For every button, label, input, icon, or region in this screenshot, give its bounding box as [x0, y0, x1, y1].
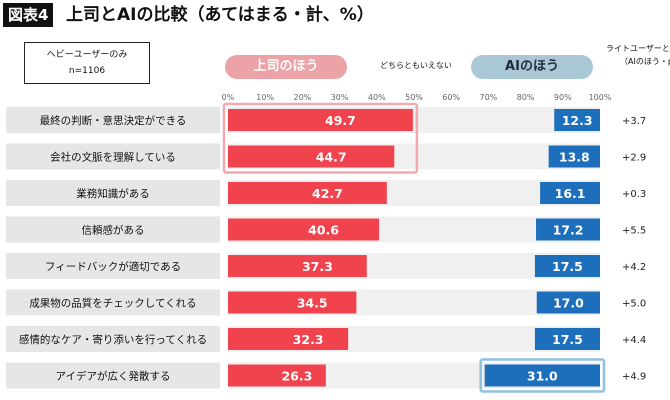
- category-label: 成果物の品質をチェックしてくれる: [29, 297, 196, 310]
- boss-bar: [228, 364, 326, 387]
- x-tick-label: 80%: [517, 93, 535, 102]
- x-tick-label: 20%: [294, 93, 312, 102]
- diff-value-label: +4.2: [622, 262, 646, 273]
- boss-bar: [228, 109, 413, 131]
- diff-value-label: +2.9: [622, 153, 646, 164]
- boss-bar: [228, 182, 387, 204]
- x-tick-label: 90%: [554, 93, 572, 102]
- sample-size-label: n=1106: [68, 66, 106, 76]
- boss-value-label: 40.6: [308, 223, 339, 238]
- ai-bar: [536, 291, 600, 314]
- boss-value-label: 26.3: [281, 369, 312, 384]
- category-label: フィードバックが適切である: [45, 260, 181, 273]
- x-tick-label: 10%: [256, 93, 274, 102]
- ai-value-label: 17.2: [553, 223, 584, 238]
- ai-bar: [536, 218, 600, 241]
- ai-highlight-box: [479, 358, 606, 393]
- category-label: 会社の文脈を理解している: [50, 151, 176, 164]
- ai-bar: [540, 182, 600, 204]
- boss-value-label: 37.3: [302, 259, 333, 274]
- figure-number-badge: 図表4: [3, 3, 54, 27]
- boss-bar: [228, 291, 357, 314]
- category-label-bg: [6, 107, 220, 133]
- sample-group-label: ヘビーユーザーのみ: [46, 50, 128, 60]
- x-tick-label: 40%: [368, 93, 386, 102]
- diff-header-line2: （AIのほう・pt）: [620, 57, 670, 66]
- ai-value-label: 31.0: [527, 369, 558, 384]
- diff-header-line1: ライトユーザーとの差: [606, 44, 670, 53]
- category-label-bg: [6, 180, 220, 206]
- diff-value-label: +3.7: [622, 116, 646, 127]
- ai-bar: [534, 328, 600, 350]
- diff-column-header: ライトユーザーとの差 （AIのほう・pt）: [606, 42, 670, 68]
- diff-value-label: +4.9: [622, 372, 646, 383]
- legend-neutral-label: どちらともいえない: [380, 61, 452, 70]
- legend-boss-pill: 上司のほう: [225, 55, 347, 79]
- boss-bar: [228, 255, 367, 277]
- boss-value-label: 34.5: [297, 296, 328, 311]
- boss-value-label: 49.7: [325, 113, 356, 128]
- diff-value-label: +5.0: [622, 299, 646, 310]
- category-label-bg: [6, 289, 220, 316]
- diff-value-label: +4.4: [622, 335, 646, 346]
- boss-value-label: 32.3: [293, 332, 324, 347]
- ai-bar: [484, 364, 600, 387]
- x-tick-label: 100%: [589, 93, 612, 102]
- figure-title: 上司とAIの比較（あてはまる・計、%）: [66, 5, 374, 25]
- category-label-bg: [6, 253, 220, 279]
- ai-value-label: 17.5: [552, 259, 583, 274]
- category-label-bg: [6, 143, 220, 170]
- ai-value-label: 13.8: [559, 150, 590, 165]
- category-label-bg: [6, 362, 220, 389]
- x-tick-label: 50%: [405, 93, 423, 102]
- boss-bar: [228, 145, 395, 168]
- category-label: アイデアが広く発散する: [56, 370, 171, 383]
- sample-info-box: ヘビーユーザーのみ n=1106: [24, 42, 150, 84]
- diff-value-label: +5.5: [622, 226, 646, 237]
- x-tick-label: 30%: [331, 93, 349, 102]
- boss-bar: [228, 328, 349, 350]
- category-label: 最終の判断・意思決定ができる: [40, 114, 187, 127]
- boss-value-label: 42.7: [312, 186, 343, 201]
- ai-bar: [554, 109, 600, 131]
- ai-value-label: 17.0: [553, 296, 584, 311]
- category-label-bg: [6, 326, 220, 352]
- boss-value-label: 44.7: [316, 150, 347, 165]
- x-tick-label: 70%: [480, 93, 498, 102]
- ai-value-label: 12.3: [562, 113, 593, 128]
- boss-highlight-box: [222, 102, 419, 174]
- ai-value-label: 17.5: [552, 332, 583, 347]
- category-label: 業務知識がある: [76, 187, 150, 200]
- ai-value-label: 16.1: [555, 186, 586, 201]
- category-label: 感情的なケア・寄り添いを行ってくれる: [19, 333, 207, 346]
- category-label: 信頼感がある: [82, 224, 145, 237]
- boss-bar: [228, 218, 380, 241]
- legend-ai-pill: AIのほう: [471, 55, 593, 79]
- category-label-bg: [6, 216, 220, 243]
- x-tick-label: 0%: [222, 93, 235, 102]
- ai-bar: [534, 255, 600, 277]
- ai-bar: [548, 145, 600, 168]
- x-tick-label: 60%: [442, 93, 460, 102]
- diff-value-label: +0.3: [622, 189, 646, 200]
